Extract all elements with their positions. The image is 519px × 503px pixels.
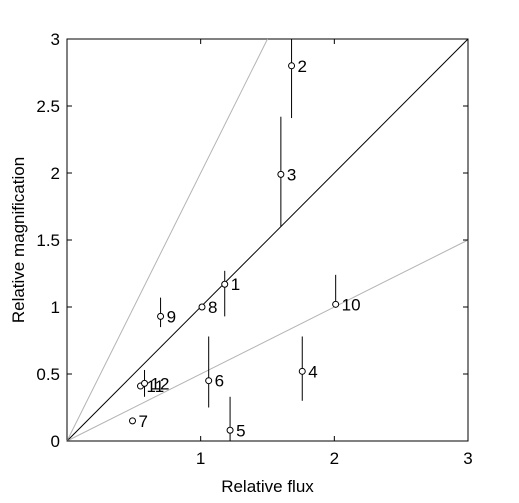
y-tick-label-3: 3 <box>51 30 60 49</box>
reference-line-3 <box>66 239 469 442</box>
x-tick-label-2: 2 <box>330 449 339 468</box>
point-label-10: 10 <box>342 295 361 314</box>
reference-line-1 <box>66 38 268 442</box>
y-axis-ticks: 0 0.5 1 1.5 2 2.5 3 <box>36 30 468 451</box>
point-label-8: 8 <box>208 298 217 317</box>
x-tick-label-3: 3 <box>463 449 472 468</box>
data-points <box>128 62 340 434</box>
point-label-9: 9 <box>167 307 176 326</box>
data-point-9 <box>157 312 165 320</box>
point-label-4: 4 <box>308 362 317 381</box>
y-tick-label-0.5: 0.5 <box>36 365 60 384</box>
point-label-3: 3 <box>287 165 296 184</box>
data-point-7 <box>128 417 136 425</box>
point-label-2: 2 <box>298 57 307 76</box>
y-axis-label: Relative magnification <box>9 157 28 323</box>
point-label-11: 11 <box>147 377 165 396</box>
data-point-1 <box>221 280 229 288</box>
data-point-4 <box>298 367 306 375</box>
data-point-3 <box>277 170 285 178</box>
y-tick-label-1: 1 <box>51 298 60 317</box>
y-tick-label-0: 0 <box>51 432 60 451</box>
x-axis-ticks: 1 2 3 <box>196 39 473 468</box>
data-point-10 <box>332 300 340 308</box>
point-label-6: 6 <box>215 372 224 391</box>
y-tick-label-1.5: 1.5 <box>36 231 60 250</box>
data-point-6 <box>205 377 213 385</box>
data-point-2 <box>288 62 296 70</box>
y-tick-label-2.5: 2.5 <box>36 97 60 116</box>
x-tick-label-1: 1 <box>196 449 205 468</box>
data-point-8 <box>198 303 206 311</box>
y-tick-label-2: 2 <box>51 164 60 183</box>
reference-lines <box>66 38 469 442</box>
point-label-12: 12 <box>151 374 170 393</box>
reference-line-2 <box>66 38 469 442</box>
data-point-12 <box>141 379 149 387</box>
x-axis-label: Relative flux <box>221 477 314 496</box>
point-label-7: 7 <box>138 412 147 431</box>
point-label-5: 5 <box>236 421 245 440</box>
point-label-1: 1 <box>231 275 240 294</box>
data-point-5 <box>226 426 234 434</box>
